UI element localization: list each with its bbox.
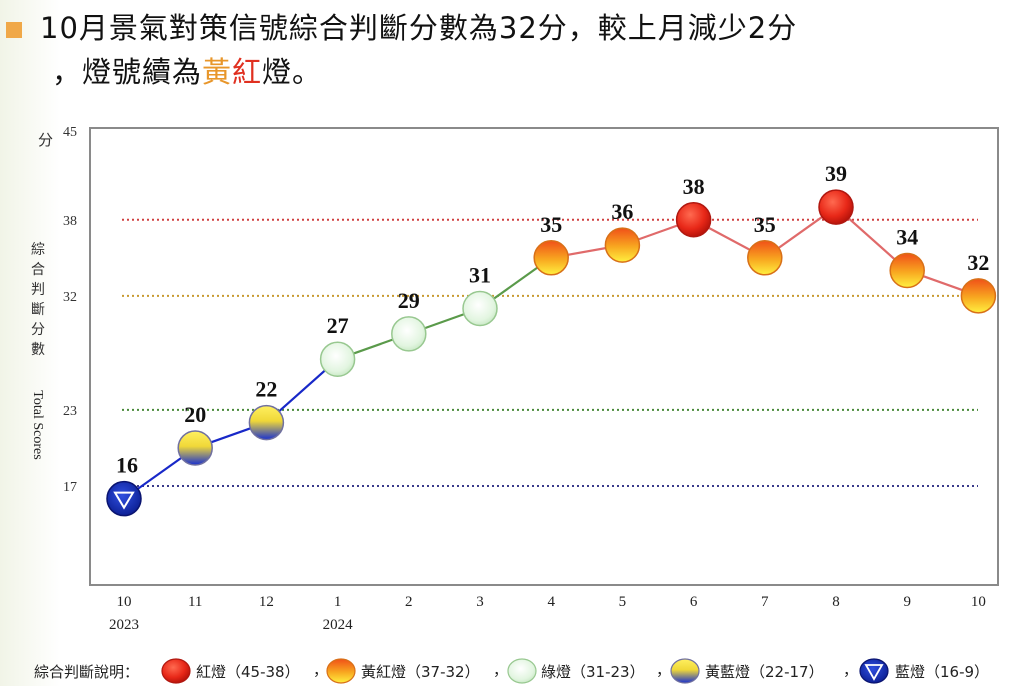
data-label: 20 [184,402,206,427]
legend-label-yellowblue: 黃藍燈（22-17） [705,663,824,681]
data-point-marker [747,240,783,276]
legend-separator: ， [493,661,508,679]
y-tick-label: 38 [63,214,77,229]
y-axis-label-zh-char: 合 [31,262,45,278]
legend-label-red: 紅燈（45-38） [196,663,300,681]
x-tick-label: 9 [903,594,911,610]
y-axis-label-zh-char: 判 [31,282,45,298]
x-tick-label: 3 [476,594,484,610]
x-tick-label: 4 [547,594,555,610]
data-point-marker [391,316,427,352]
data-label: 35 [540,212,562,237]
y-unit-label: 分 [38,131,53,149]
legend-swatch-yellowred [326,658,356,684]
data-label: 38 [683,174,705,199]
y-axis-label-zh-char: 數 [31,342,45,358]
headline-line1: 10月景氣對策信號綜合判斷分數為32分，較上月減少2分 [40,11,798,45]
legend-label-yellowred: 黃紅燈（37-32） [361,663,480,681]
x-tick-label: 11 [188,594,202,610]
data-label: 35 [754,212,776,237]
data-point-marker [675,202,712,238]
headline-line2: ，燈號續為黃紅燈。 [40,50,1000,94]
data-point-marker [248,404,285,441]
headline-line2-prefix: ，燈號續為 [52,55,203,89]
x-tick-label: 10 [117,594,132,610]
data-point-marker [177,430,213,466]
y-tick-label: 17 [63,480,77,495]
y-tick-label: 32 [63,290,77,305]
data-point-marker [533,240,569,276]
data-point-marker [462,290,498,327]
signal-yellow-text: 黃 [202,55,233,89]
data-label: 39 [825,161,847,186]
x-tick-label: 12 [259,594,274,610]
data-label: 29 [398,288,420,313]
legend-separator: ， [656,661,671,679]
signal-red-text: 紅 [232,55,263,89]
x-year-label: 2024 [323,617,354,633]
data-label: 31 [469,263,491,288]
data-point-marker [106,480,142,517]
x-tick-label: 7 [761,594,769,610]
x-tick-label: 8 [832,594,840,610]
y-tick-label: 23 [63,404,77,419]
y-axis-label-zh-char: 斷 [31,302,45,318]
data-label: 34 [896,224,918,249]
legend-swatch-yellowblue [670,658,700,684]
y-axis-label-en: Total Scores [30,390,45,459]
x-tick-label: 10 [971,594,986,610]
legend-swatch-green [507,658,537,684]
x-tick-label: 5 [619,594,627,610]
legend-blue-triangle [864,664,884,681]
x-tick-label: 6 [690,594,698,610]
data-label: 22 [255,377,277,402]
headline-line2-suffix: 燈。 [262,55,323,89]
data-label: 36 [611,199,633,224]
data-point-marker [604,227,641,263]
y-tick-label: 45 [63,125,77,140]
data-point-marker [818,189,854,225]
x-tick-label: 1 [334,594,342,610]
data-point-marker [960,278,997,314]
legend-swatch-red [161,658,191,684]
legend-separator: ， [843,661,858,679]
blue-triangle-mark [113,491,135,510]
legend-title: 綜合判斷說明： [34,663,139,681]
legend-label-blue: 藍燈（16-9） [895,663,989,681]
x-year-label: 2023 [109,617,139,633]
y-axis-label-zh-char: 綜 [31,242,45,258]
y-axis-label-zh-char: 分 [31,322,45,338]
bullet-square [6,22,22,38]
x-tick-label: 2 [405,594,413,610]
plot-frame [89,127,999,586]
data-label: 27 [327,313,349,338]
data-label: 32 [967,250,989,275]
data-point-marker [319,341,356,377]
headline: 10月景氣對策信號綜合判斷分數為32分，較上月減少2分 ，燈號續為黃紅燈。 [40,6,1000,94]
data-point-marker [889,252,925,289]
legend-label-green: 綠燈（31-23） [541,663,645,681]
legend-separator: ， [313,661,328,679]
data-label: 16 [116,453,138,478]
